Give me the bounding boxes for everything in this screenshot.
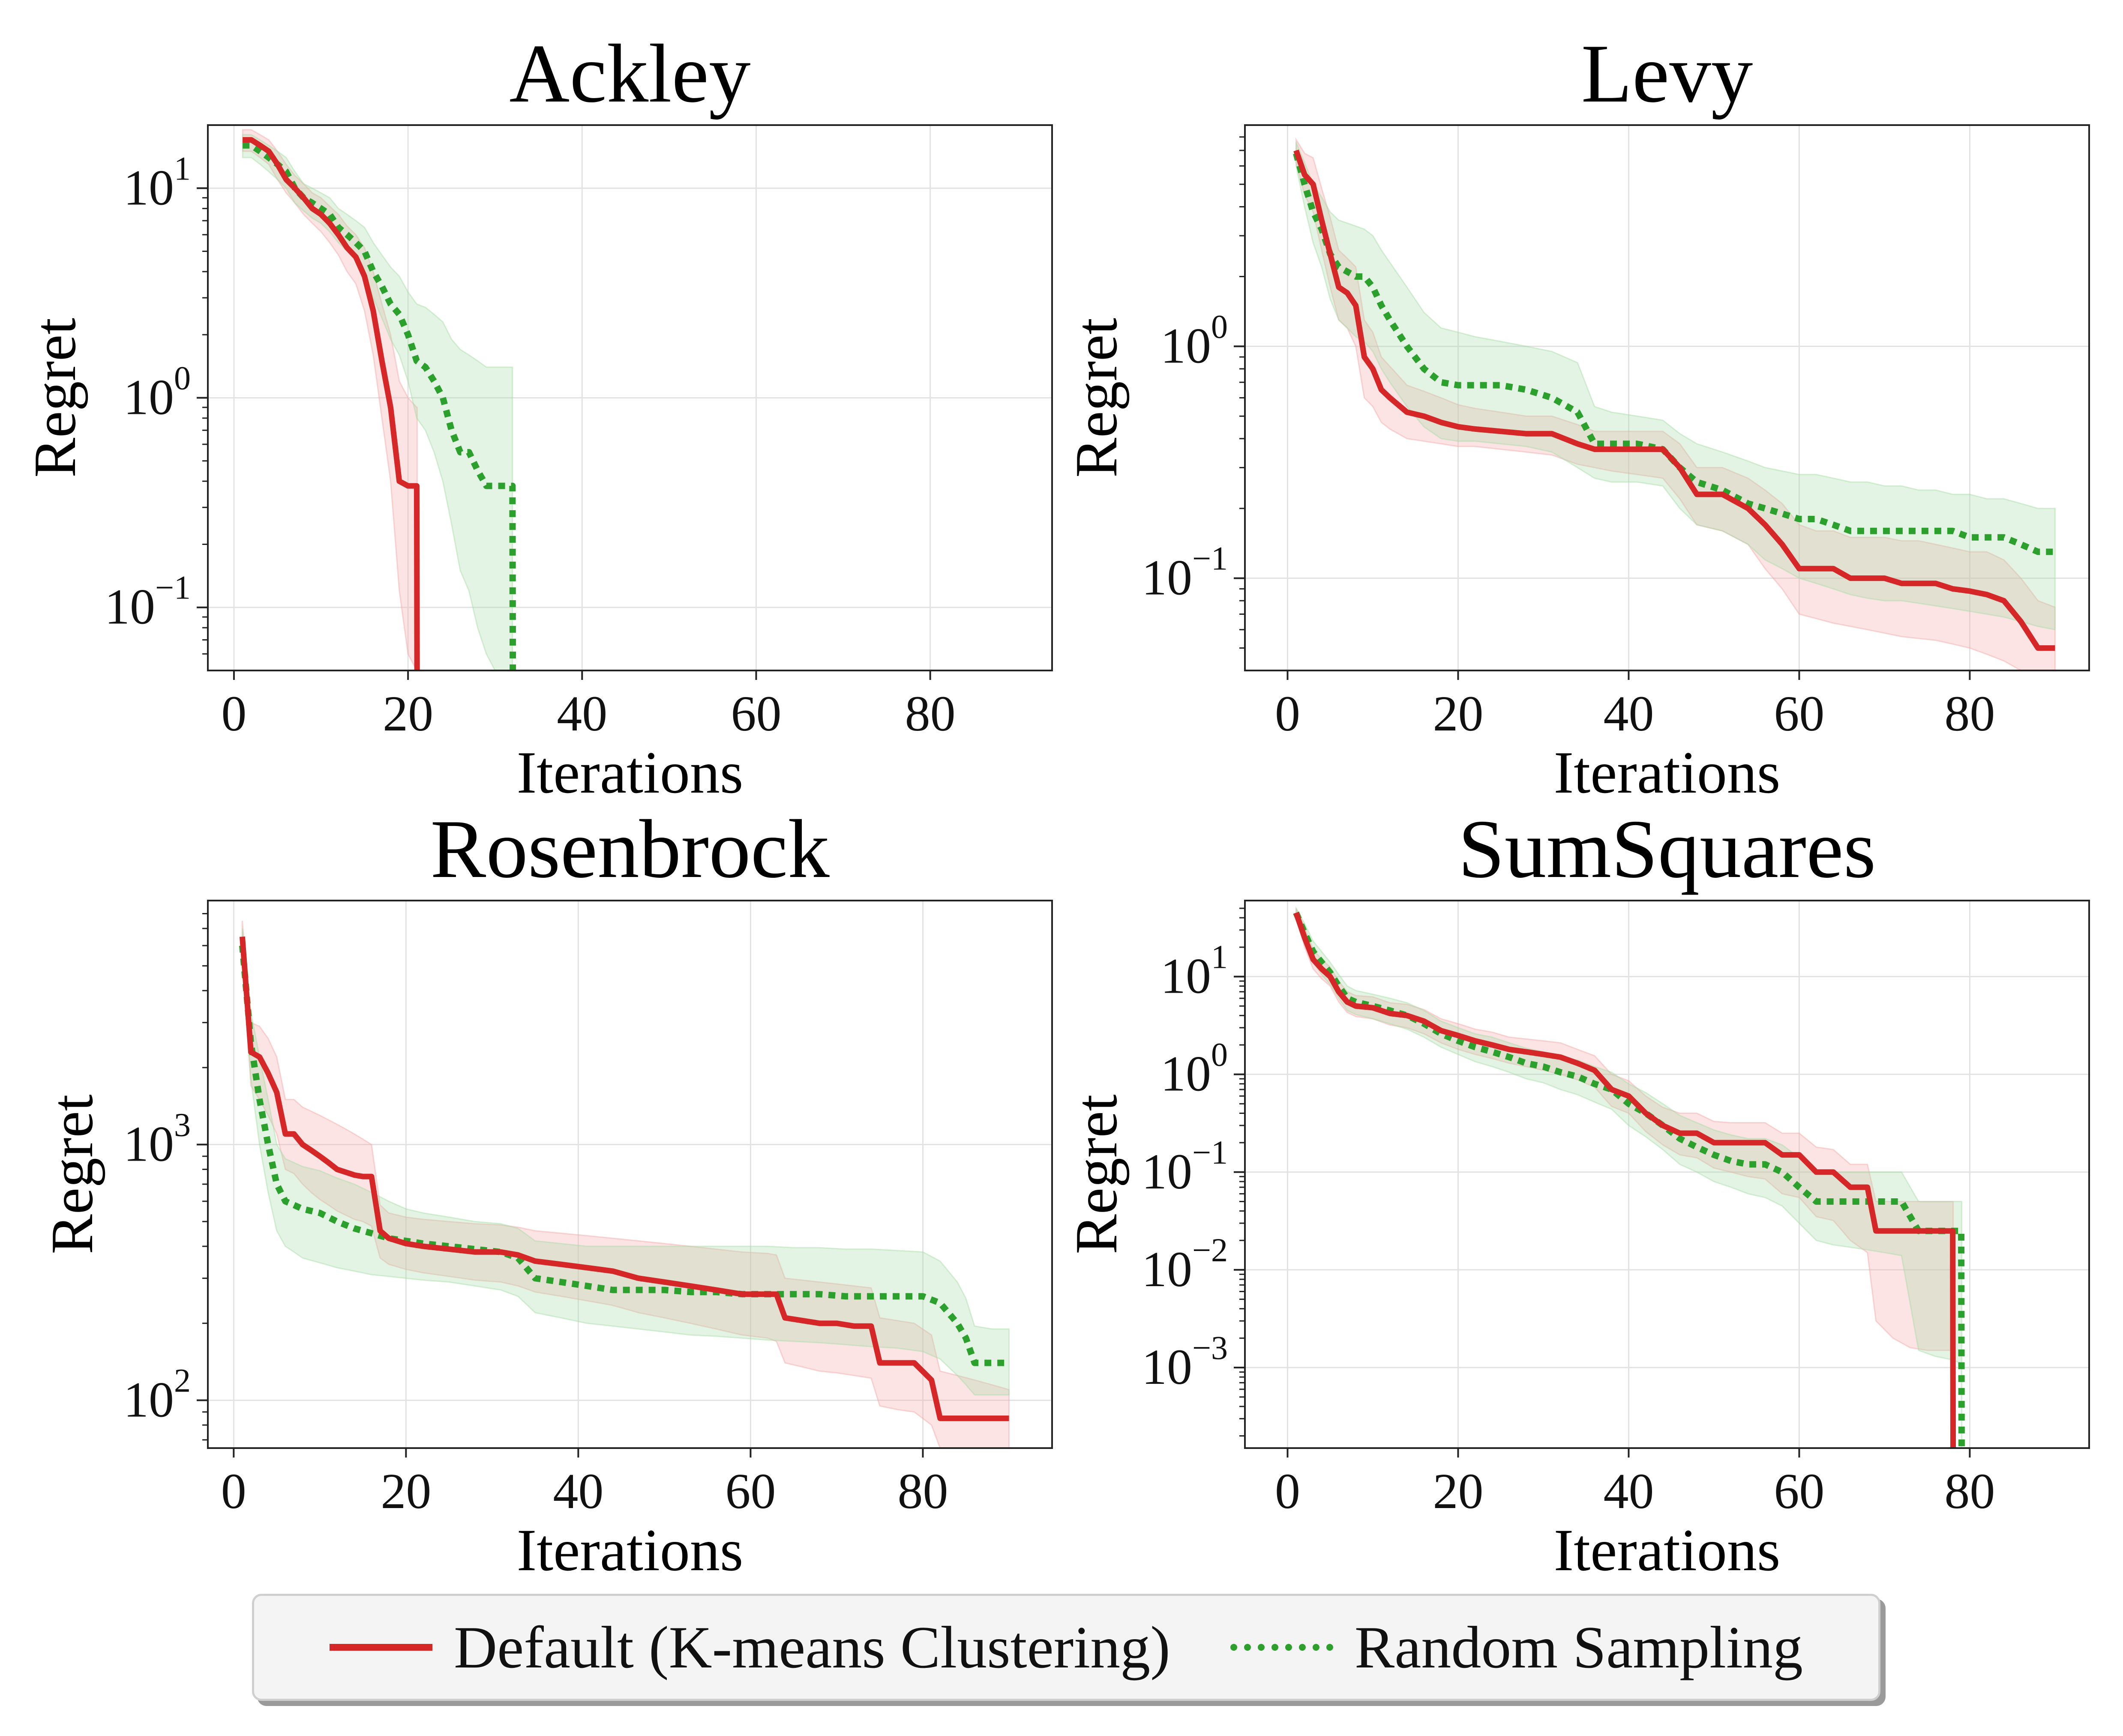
series-line-random <box>243 142 516 670</box>
x-tick-label: 40 <box>557 685 607 742</box>
y-tick-label: 10−1 <box>1142 540 1228 606</box>
band-default <box>242 129 418 670</box>
x-tick-label: 0 <box>1275 685 1300 742</box>
panel-rosenbrock: 0 20 40 60 80 103 102 Rosenbrock Iterations Regre… <box>39 803 1053 1583</box>
legend-swatch-default <box>330 1644 433 1651</box>
y-axis-label: Regret <box>39 1094 105 1254</box>
panel-levy: 0 20 40 60 80 100 10−1 Levy Iterations Regret <box>1063 27 2090 806</box>
band-default <box>241 921 1010 1448</box>
plot-area <box>1293 137 2056 670</box>
series-line-default <box>243 137 420 670</box>
plot-area <box>242 129 516 670</box>
y-tick-label: 100 <box>123 359 191 425</box>
x-tick-label: 40 <box>1603 1463 1654 1519</box>
chart-title: Levy <box>1581 27 1753 120</box>
x-tick-label: 60 <box>725 1463 776 1519</box>
series-line-default <box>1293 912 1956 1448</box>
y-tick-label: 10−1 <box>1142 1134 1228 1200</box>
legend-label-random: Random Sampling <box>1354 1614 1803 1681</box>
y-axis-label: Regret <box>1063 318 1130 478</box>
x-axis-label: Iterations <box>1554 739 1781 806</box>
x-tick-label: 0 <box>221 1463 246 1519</box>
x-tick-label: 80 <box>897 1463 948 1519</box>
y-tick-label: 10−2 <box>1142 1231 1228 1297</box>
x-tick-label: 40 <box>1603 685 1654 742</box>
x-axis-label: Iterations <box>1554 1517 1781 1583</box>
y-tick-label: 101 <box>1160 938 1228 1004</box>
series-line-default <box>239 936 1009 1421</box>
x-tick-label: 80 <box>1944 685 1995 742</box>
axes-frame <box>207 900 1053 1449</box>
legend-item-default: Default (K-means Clustering) <box>330 1613 1170 1682</box>
x-tick-label: 20 <box>1433 685 1483 742</box>
legend: Default (K-means Clustering) Random Samp… <box>252 1594 1880 1701</box>
y-tick-label: 100 <box>1160 308 1228 374</box>
y-tick-label: 10−3 <box>1142 1329 1228 1395</box>
chart-title: SumSquares <box>1458 803 1876 895</box>
axes-frame <box>1244 900 2090 1449</box>
series-line-random <box>239 945 1009 1366</box>
band-random <box>241 928 1010 1396</box>
x-tick-label: 80 <box>1944 1463 1995 1519</box>
legend-label-default: Default (K-means Clustering) <box>454 1614 1170 1681</box>
plot-area <box>1293 906 1965 1448</box>
y-tick-label: 10−1 <box>105 569 191 635</box>
x-tick-label: 20 <box>1433 1463 1483 1519</box>
y-axis-label: Regret <box>1063 1094 1130 1254</box>
x-tick-label: 40 <box>553 1463 603 1519</box>
y-axis-label: Regret <box>22 318 88 478</box>
series-line-default <box>1293 149 2055 651</box>
panel-ackley: 0 20 40 60 80 101 100 10−1 Ackley Iterations Regre… <box>22 27 1053 806</box>
legend-swatch-random <box>1230 1644 1333 1651</box>
chart-title: Ackley <box>509 27 750 120</box>
x-tick-label: 0 <box>1275 1463 1300 1519</box>
panel-sumsquares: 0 20 40 60 80 101 100 10−1 10−2 10−3 SumSquares Ite… <box>1063 803 2090 1583</box>
x-tick-label: 60 <box>731 685 781 742</box>
y-tick-label: 103 <box>123 1106 191 1172</box>
band-default <box>1295 137 2056 670</box>
y-tick-label: 102 <box>123 1362 191 1428</box>
x-tick-label: 60 <box>1774 685 1824 742</box>
band-random <box>1295 142 2056 631</box>
band-random <box>242 134 513 670</box>
y-tick-label: 101 <box>123 150 191 216</box>
x-tick-label: 80 <box>905 685 956 742</box>
y-tick-label: 100 <box>1160 1036 1228 1102</box>
x-tick-label: 0 <box>221 685 246 742</box>
x-tick-label: 60 <box>1774 1463 1824 1519</box>
x-axis-label: Iterations <box>517 1517 744 1583</box>
plot-area <box>239 921 1010 1448</box>
x-tick-label: 20 <box>381 1463 431 1519</box>
chart-title: Rosenbrock <box>430 803 830 895</box>
series-line-random <box>1293 152 2055 555</box>
x-axis-label: Iterations <box>517 739 744 806</box>
legend-item-random: Random Sampling <box>1230 1613 1803 1682</box>
x-tick-label: 20 <box>383 685 433 742</box>
